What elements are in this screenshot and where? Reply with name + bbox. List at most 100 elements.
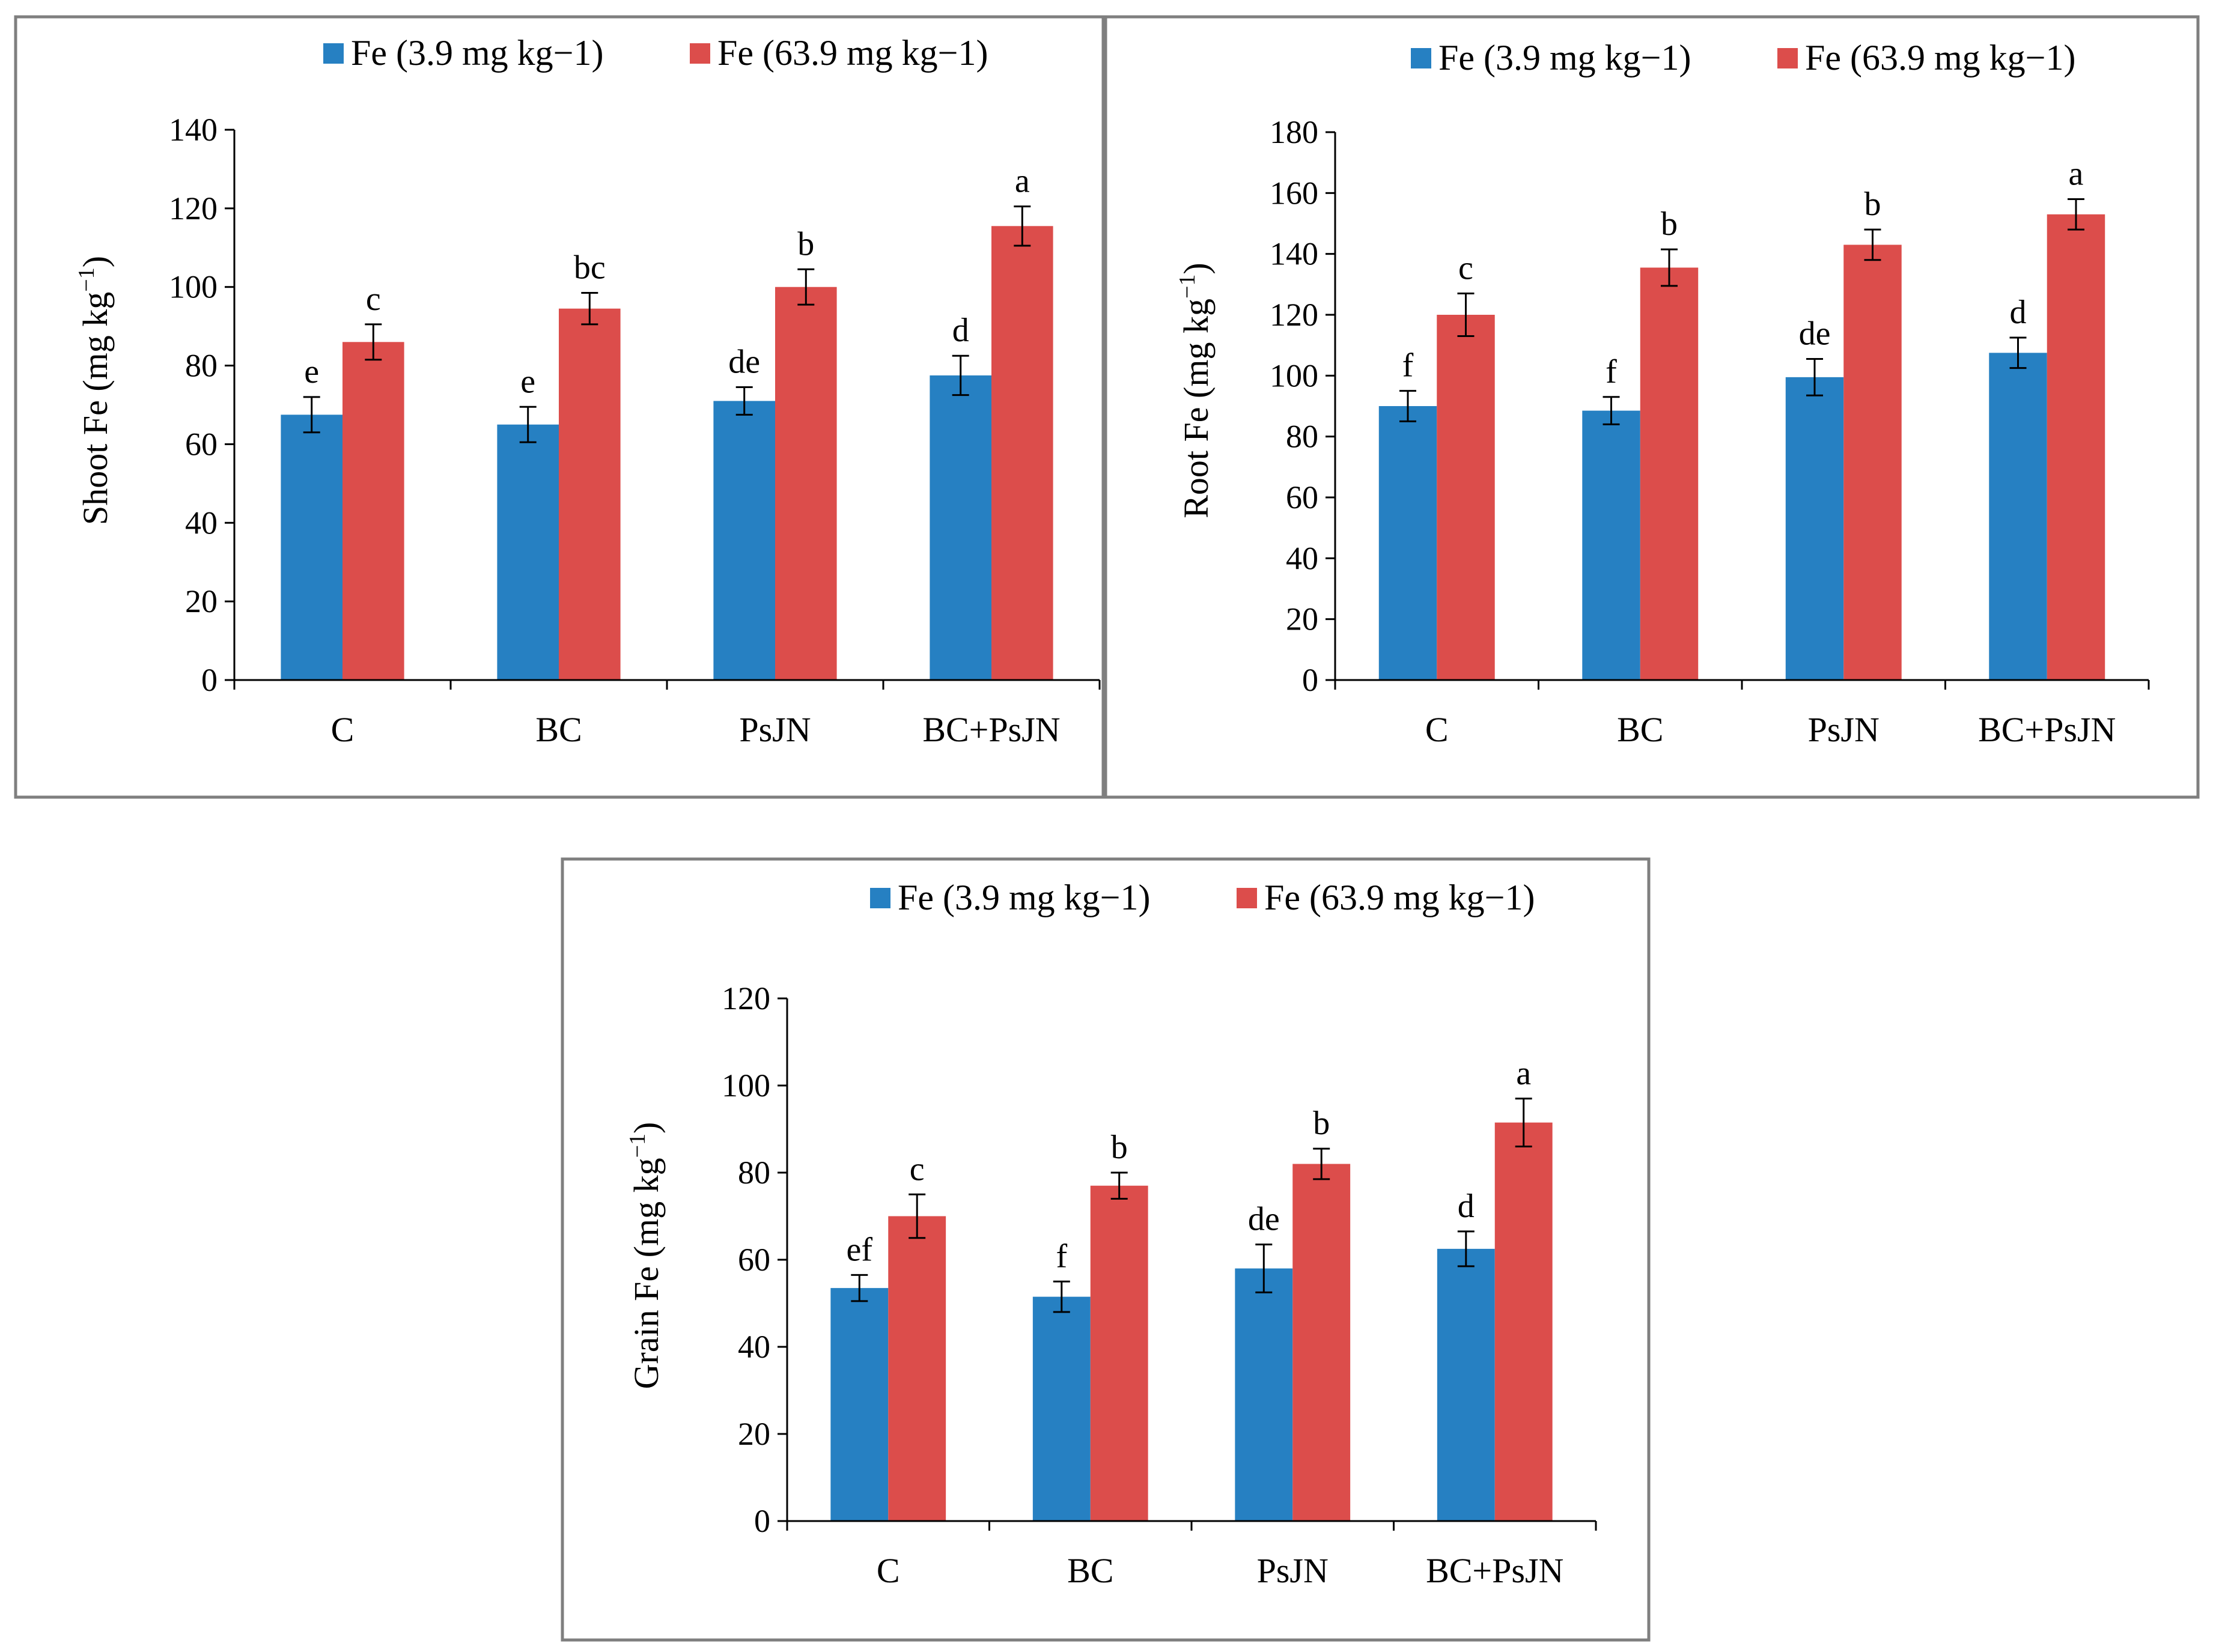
grain-bar <box>1235 1268 1293 1521</box>
root-y-tick-label: 140 <box>1270 236 1318 272</box>
root-y-ticks: 0 20 40 60 80 100 120 140 160 180 <box>1270 114 1335 698</box>
grain-significance-letter: b <box>1313 1105 1330 1142</box>
grain-bar <box>888 1216 946 1521</box>
root-bar <box>1843 244 1902 680</box>
grain-y-tick-label: 40 <box>738 1329 770 1365</box>
shoot-significance-letter: c <box>366 281 381 318</box>
root-bar <box>1437 315 1495 680</box>
grain-legend-high-label: Fe (63.9 mg kg−1) <box>1264 878 1535 917</box>
grain-significance-letter: ef <box>847 1231 873 1268</box>
shoot-panel-frame <box>14 15 1105 799</box>
root-legend-high-swatch <box>1777 48 1798 68</box>
grain-category-label: PsJN <box>1257 1551 1329 1590</box>
root-significance-letter: d <box>2010 294 2027 331</box>
grain-significance-letter: de <box>1248 1201 1280 1238</box>
shoot-y-tick-label: 0 <box>201 662 218 698</box>
root-y-tick-label: 120 <box>1270 297 1318 333</box>
root-y-tick-label: 80 <box>1286 419 1318 455</box>
shoot-category-label: PsJN <box>739 710 811 749</box>
grain-error-bars <box>851 1098 1532 1313</box>
grain-y-tick-label: 0 <box>754 1503 770 1539</box>
grain-y-ticks: 0 20 40 60 80 100 120 <box>722 980 787 1539</box>
grain-legend-high-swatch <box>1237 888 1257 908</box>
shoot-significance-letter: e <box>520 363 535 400</box>
shoot-bar <box>930 375 991 680</box>
shoot-y-tick-label: 20 <box>185 583 218 619</box>
grain-significance-letter: f <box>1056 1237 1067 1275</box>
shoot-bar <box>559 308 621 680</box>
shoot-significance-letter: de <box>728 344 760 381</box>
root-y-tick-label: 0 <box>1302 662 1318 698</box>
grain-category-label: BC+PsJN <box>1426 1551 1563 1590</box>
shoot-x-ticks: C BC PsJN BC+PsJN <box>233 680 1101 749</box>
grain-legend: Fe (3.9 mg kg−1) Fe (63.9 mg kg−1) <box>870 878 1535 917</box>
shoot-significance-letter: a <box>1015 163 1030 200</box>
shoot-y-ticks: 0 20 40 60 80 100 120 140 <box>169 112 234 698</box>
root-legend-low-label: Fe (3.9 mg kg−1) <box>1438 38 1691 77</box>
shoot-significance-letter: bc <box>574 249 606 287</box>
shoot-y-axis-label: Shoot Fe (mg kg−1) <box>74 256 115 525</box>
grain-panel-frame <box>561 857 1651 1642</box>
root-y-tick-label: 180 <box>1270 114 1318 150</box>
root-y-tick-label: 60 <box>1286 479 1318 515</box>
grain-significance-letter: a <box>1516 1055 1531 1092</box>
root-legend-low-swatch <box>1411 48 1431 68</box>
root-bar <box>1640 267 1699 680</box>
root-error-bars <box>1399 198 2084 425</box>
grain-x-ticks: C BC PsJN BC+PsJN <box>786 1521 1597 1590</box>
shoot-bar <box>713 401 775 680</box>
root-chart: Fe (3.9 mg kg−1) Fe (63.9 mg kg−1) Root … <box>1175 38 2150 749</box>
shoot-legend-low-swatch <box>323 43 344 64</box>
root-significance-letter: a <box>2069 155 2084 192</box>
grain-bar <box>830 1288 889 1521</box>
grain-chart: Fe (3.9 mg kg−1) Fe (63.9 mg kg−1) Grain… <box>625 878 1597 1590</box>
shoot-bars <box>281 226 1053 680</box>
grain-axes <box>786 998 1596 1522</box>
grain-bar <box>1437 1248 1495 1521</box>
root-y-tick-label: 160 <box>1270 175 1318 211</box>
root-significance-letter: c <box>1458 250 1473 287</box>
root-category-label: PsJN <box>1808 710 1880 749</box>
root-category-label: C <box>1425 710 1449 749</box>
root-bar <box>1582 410 1640 680</box>
root-axes <box>1334 132 2149 681</box>
grain-y-tick-label: 20 <box>738 1416 770 1452</box>
shoot-legend-high-swatch <box>690 43 710 64</box>
shoot-chart: Fe (3.9 mg kg−1) Fe (63.9 mg kg−1) Shoot… <box>74 33 1101 749</box>
shoot-y-tick-label: 120 <box>169 190 218 226</box>
grain-y-tick-label: 100 <box>722 1067 770 1104</box>
grain-y-tick-label: 60 <box>738 1242 770 1278</box>
grain-significance-letter: b <box>1111 1129 1128 1166</box>
grain-bar <box>1494 1122 1553 1521</box>
shoot-bar <box>342 342 404 680</box>
grain-significance-letter: c <box>910 1150 925 1188</box>
root-y-axis-label: Root Fe (mg kg−1) <box>1175 263 1216 518</box>
shoot-legend-low-label: Fe (3.9 mg kg−1) <box>351 33 603 73</box>
root-bar <box>1785 377 1844 680</box>
root-significance-letter: f <box>1606 353 1617 390</box>
shoot-bar <box>281 415 342 680</box>
shoot-legend-high-label: Fe (63.9 mg kg−1) <box>717 33 988 73</box>
shoot-bar <box>991 226 1053 680</box>
root-y-tick-label: 100 <box>1270 357 1318 393</box>
shoot-y-tick-label: 40 <box>185 505 218 541</box>
shoot-category-label: BC <box>535 710 582 749</box>
shoot-category-label: BC+PsJN <box>922 710 1060 749</box>
shoot-y-tick-label: 60 <box>185 426 218 462</box>
root-bar <box>1989 353 2047 680</box>
grain-letters: ef f de d c b b a <box>847 1055 1532 1275</box>
root-bar <box>2047 214 2105 680</box>
root-x-ticks: C BC PsJN BC+PsJN <box>1334 680 2150 749</box>
root-legend-high-label: Fe (63.9 mg kg−1) <box>1805 38 2075 77</box>
grain-bar <box>1032 1296 1091 1521</box>
root-panel-frame <box>1104 15 2200 799</box>
grain-bar <box>1292 1164 1351 1521</box>
root-bar <box>1378 406 1437 680</box>
root-significance-letter: b <box>1661 205 1678 243</box>
shoot-y-tick-label: 140 <box>169 112 218 148</box>
root-letters: f f de d c b b a <box>1402 155 2084 390</box>
shoot-bar <box>775 287 837 680</box>
shoot-y-tick-label: 80 <box>185 348 218 384</box>
grain-significance-letter: d <box>1458 1188 1475 1225</box>
